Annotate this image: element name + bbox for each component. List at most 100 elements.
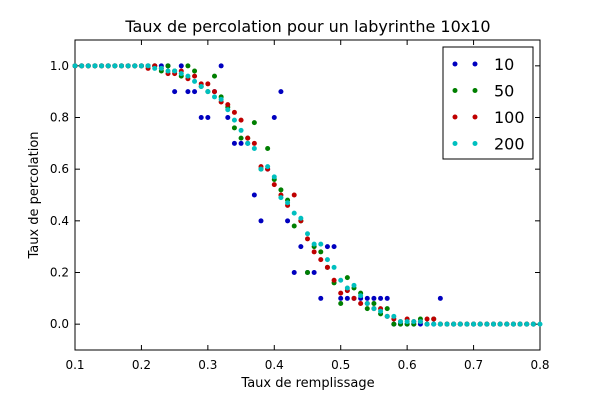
data-point (344, 295, 350, 301)
data-point (331, 277, 337, 283)
data-point (318, 241, 324, 247)
data-point (324, 264, 330, 270)
data-point (358, 293, 364, 299)
data-point (278, 187, 284, 193)
data-point (278, 89, 284, 95)
data-point (205, 115, 211, 120)
data-point (245, 135, 251, 141)
data-point (145, 63, 151, 69)
data-point (205, 89, 211, 95)
data-point (79, 63, 85, 69)
data-points (72, 63, 543, 327)
y-tick-label: 0.2 (50, 266, 69, 280)
data-point (152, 65, 158, 71)
x-tick-label: 0.1 (65, 358, 84, 372)
data-point (298, 215, 304, 221)
data-point (364, 295, 370, 301)
series-200 (72, 63, 543, 327)
data-point (291, 210, 297, 216)
data-point (324, 244, 330, 250)
data-point (192, 68, 198, 74)
data-point (305, 236, 310, 242)
data-point (391, 313, 397, 319)
x-tick-label: 0.5 (331, 358, 350, 372)
data-point (331, 244, 337, 250)
data-point (231, 109, 237, 115)
data-point (205, 81, 211, 87)
data-point (318, 295, 324, 301)
x-axis-label: Taux de remplissage (240, 376, 374, 391)
data-point (99, 63, 105, 69)
data-point (225, 107, 231, 113)
x-tick-label: 0.6 (398, 358, 417, 372)
x-tick-label: 0.7 (464, 358, 483, 372)
data-point (105, 63, 111, 69)
data-point (231, 140, 237, 146)
data-point (125, 63, 131, 69)
data-point (477, 321, 483, 327)
data-point (391, 321, 397, 327)
legend-marker (452, 114, 458, 120)
data-point (291, 270, 297, 275)
data-point (444, 321, 450, 327)
chart-title: Taux de percolation pour un labyrinthe 1… (124, 17, 490, 36)
data-point (112, 63, 118, 69)
data-point (258, 166, 264, 172)
data-point (417, 319, 423, 325)
data-point (338, 301, 344, 306)
legend-marker (452, 141, 458, 146)
x-tick-label: 0.4 (265, 358, 284, 372)
data-point (437, 321, 443, 327)
data-point (371, 295, 377, 301)
data-point (344, 275, 350, 281)
legend-marker (472, 88, 478, 93)
data-point (530, 321, 536, 327)
data-point (364, 306, 370, 312)
data-point (384, 295, 390, 301)
data-point (424, 321, 430, 327)
axis-ticks: 0.1 0.2 0.3 0.4 0.5 0.6 0.7 0.8 0.0 0.2 0.4 0.6 0.8 1… (50, 40, 550, 372)
data-point (72, 63, 78, 69)
y-axis-label: Taux de percolation (27, 131, 42, 259)
data-point (251, 120, 257, 126)
data-point (231, 117, 237, 123)
data-point (251, 192, 257, 198)
legend-label: 200 (494, 135, 525, 154)
data-point (285, 218, 291, 224)
data-point (291, 223, 297, 229)
legend-label: 10 (494, 55, 514, 74)
data-point (85, 63, 91, 69)
data-point (524, 321, 530, 327)
legend-label: 50 (494, 82, 514, 101)
data-point (437, 295, 443, 301)
data-point (471, 321, 477, 327)
data-point (424, 316, 430, 322)
y-tick-label: 0.8 (50, 111, 69, 125)
legend-marker (472, 141, 478, 146)
data-point (344, 285, 350, 291)
data-point (378, 295, 384, 301)
data-point (138, 63, 144, 69)
data-point (291, 192, 297, 198)
data-point (371, 301, 377, 306)
data-point (258, 218, 264, 224)
data-point (119, 63, 124, 69)
data-point (198, 84, 204, 89)
data-point (517, 321, 523, 327)
y-tick-label: 0.0 (50, 317, 69, 331)
data-point (378, 308, 384, 314)
data-point (338, 295, 344, 301)
data-point (537, 321, 543, 327)
data-point (192, 73, 198, 79)
data-point (491, 321, 496, 327)
data-point (192, 89, 198, 95)
x-tick-label: 0.2 (132, 358, 151, 372)
y-tick-label: 0.6 (50, 162, 69, 176)
data-point (212, 89, 217, 95)
data-point (497, 321, 503, 327)
data-point (172, 89, 178, 95)
data-point (384, 306, 390, 312)
data-point (178, 71, 184, 77)
y-tick-label: 0.4 (50, 214, 69, 228)
